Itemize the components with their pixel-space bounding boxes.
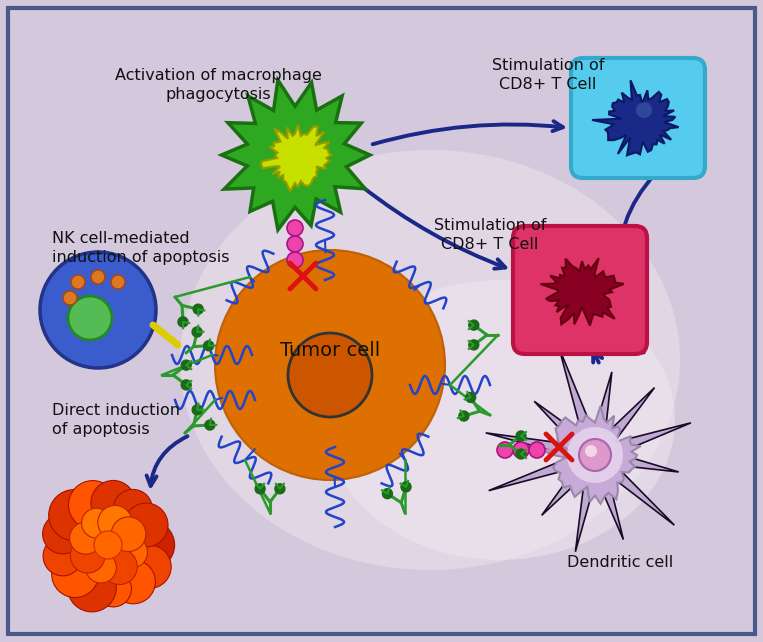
Polygon shape <box>604 388 655 444</box>
Polygon shape <box>534 401 584 446</box>
Circle shape <box>67 563 116 612</box>
Text: Dendritic cell: Dendritic cell <box>567 555 673 570</box>
Circle shape <box>205 420 215 430</box>
Polygon shape <box>613 453 679 472</box>
Polygon shape <box>486 433 577 457</box>
Circle shape <box>255 484 265 494</box>
Circle shape <box>225 260 435 470</box>
Polygon shape <box>596 472 623 539</box>
Circle shape <box>204 341 214 351</box>
Circle shape <box>275 484 285 494</box>
Polygon shape <box>488 456 578 490</box>
Ellipse shape <box>325 280 675 560</box>
Polygon shape <box>539 406 641 504</box>
Polygon shape <box>559 347 594 438</box>
Circle shape <box>193 304 203 314</box>
FancyBboxPatch shape <box>513 226 647 354</box>
Circle shape <box>70 539 105 573</box>
Circle shape <box>192 327 202 337</box>
Circle shape <box>69 481 118 529</box>
Circle shape <box>91 270 105 284</box>
Circle shape <box>459 411 469 421</box>
Circle shape <box>468 320 479 330</box>
Circle shape <box>114 489 153 528</box>
Circle shape <box>181 380 192 390</box>
Circle shape <box>43 537 82 576</box>
Polygon shape <box>262 125 331 191</box>
Polygon shape <box>593 372 612 437</box>
Circle shape <box>287 252 303 268</box>
Circle shape <box>287 220 303 236</box>
Circle shape <box>111 275 125 289</box>
Circle shape <box>63 291 77 305</box>
Circle shape <box>382 489 392 499</box>
Circle shape <box>468 340 479 350</box>
Circle shape <box>126 521 175 569</box>
Circle shape <box>111 560 156 603</box>
Circle shape <box>178 317 188 327</box>
Text: Activation of macrophage
phagocytosis: Activation of macrophage phagocytosis <box>114 68 321 101</box>
Circle shape <box>288 333 372 417</box>
Circle shape <box>223 258 437 472</box>
Circle shape <box>287 236 303 252</box>
Circle shape <box>124 503 168 547</box>
Circle shape <box>497 442 513 458</box>
Circle shape <box>465 392 475 403</box>
Circle shape <box>513 442 529 458</box>
Text: NK cell-mediated
induction of apoptosis: NK cell-mediated induction of apoptosis <box>52 231 230 265</box>
Circle shape <box>529 442 545 458</box>
Ellipse shape <box>180 150 680 570</box>
Polygon shape <box>221 80 370 230</box>
Circle shape <box>98 505 132 540</box>
Text: Direct induction
of apoptosis: Direct induction of apoptosis <box>52 403 180 437</box>
Circle shape <box>68 296 112 340</box>
Circle shape <box>94 531 122 559</box>
Circle shape <box>40 252 156 368</box>
Text: Stimulation of
CD8+ T Cell: Stimulation of CD8+ T Cell <box>434 218 546 252</box>
Circle shape <box>516 449 526 459</box>
Circle shape <box>516 431 526 441</box>
Circle shape <box>181 360 192 370</box>
Circle shape <box>192 405 202 415</box>
Circle shape <box>579 439 611 471</box>
Circle shape <box>215 250 445 480</box>
Circle shape <box>52 551 98 598</box>
Circle shape <box>239 274 421 456</box>
Polygon shape <box>606 464 674 525</box>
Circle shape <box>43 514 83 554</box>
Text: Stimulation of
CD8+ T Cell: Stimulation of CD8+ T Cell <box>492 58 604 92</box>
Circle shape <box>116 537 147 568</box>
Polygon shape <box>540 258 624 325</box>
Circle shape <box>82 508 111 538</box>
Circle shape <box>231 266 429 464</box>
Circle shape <box>69 522 101 554</box>
Circle shape <box>111 517 146 551</box>
Polygon shape <box>542 466 586 516</box>
Circle shape <box>71 275 85 289</box>
FancyBboxPatch shape <box>571 58 705 178</box>
Circle shape <box>85 552 117 583</box>
Circle shape <box>235 270 425 460</box>
Circle shape <box>91 480 135 525</box>
Polygon shape <box>592 80 678 155</box>
Circle shape <box>49 490 100 541</box>
Text: Tumor cell: Tumor cell <box>280 340 380 360</box>
Circle shape <box>585 445 597 457</box>
Circle shape <box>95 571 131 607</box>
Circle shape <box>128 545 171 589</box>
Circle shape <box>101 549 137 584</box>
Circle shape <box>636 102 652 118</box>
Circle shape <box>567 427 623 483</box>
Polygon shape <box>575 473 597 551</box>
Polygon shape <box>612 423 691 455</box>
Circle shape <box>401 482 411 492</box>
Circle shape <box>215 250 445 480</box>
